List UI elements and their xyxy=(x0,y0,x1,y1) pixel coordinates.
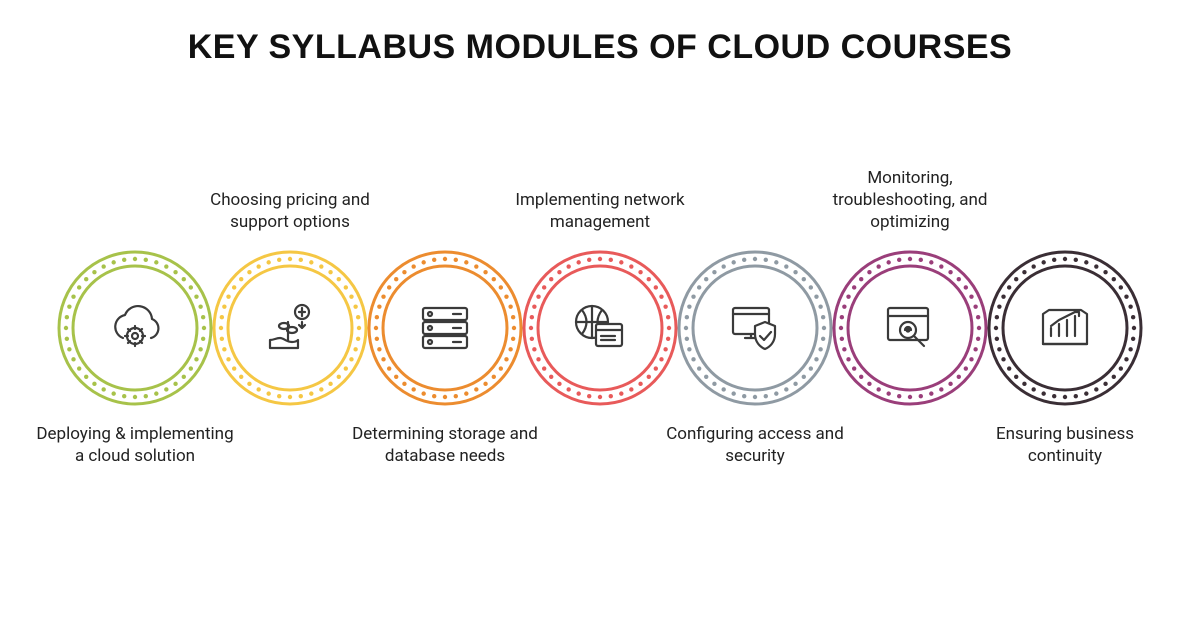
module-label: Configuring access and security xyxy=(655,423,855,467)
module-label: Implementing network management xyxy=(500,189,700,233)
storage-icon xyxy=(413,296,477,360)
module-security: Configuring access and security xyxy=(675,248,835,408)
module-label: Ensuring business continuity xyxy=(965,423,1165,467)
module-network: Implementing network management xyxy=(520,248,680,408)
monitoring-icon xyxy=(878,296,942,360)
module-label: Deploying & implementing a cloud solutio… xyxy=(35,423,235,467)
module-monitoring: Monitoring, troubleshooting, and optimiz… xyxy=(830,248,990,408)
module-continuity: Ensuring business continuity xyxy=(985,248,1145,408)
module-label: Determining storage and database needs xyxy=(345,423,545,467)
page-title: KEY SYLLABUS MODULES OF CLOUD COURSES xyxy=(0,28,1200,67)
module-pricing: Choosing pricing and support options xyxy=(210,248,370,408)
network-icon xyxy=(568,296,632,360)
continuity-icon xyxy=(1033,296,1097,360)
module-label: Monitoring, troubleshooting, and optimiz… xyxy=(810,167,1010,233)
modules-row: Deploying & implementing a cloud solutio… xyxy=(55,248,1145,408)
pricing-icon xyxy=(258,296,322,360)
module-label: Choosing pricing and support options xyxy=(190,189,390,233)
module-storage: Determining storage and database needs xyxy=(365,248,525,408)
module-deploying: Deploying & implementing a cloud solutio… xyxy=(55,248,215,408)
cloud-gear-icon xyxy=(103,296,167,360)
security-icon xyxy=(723,296,787,360)
